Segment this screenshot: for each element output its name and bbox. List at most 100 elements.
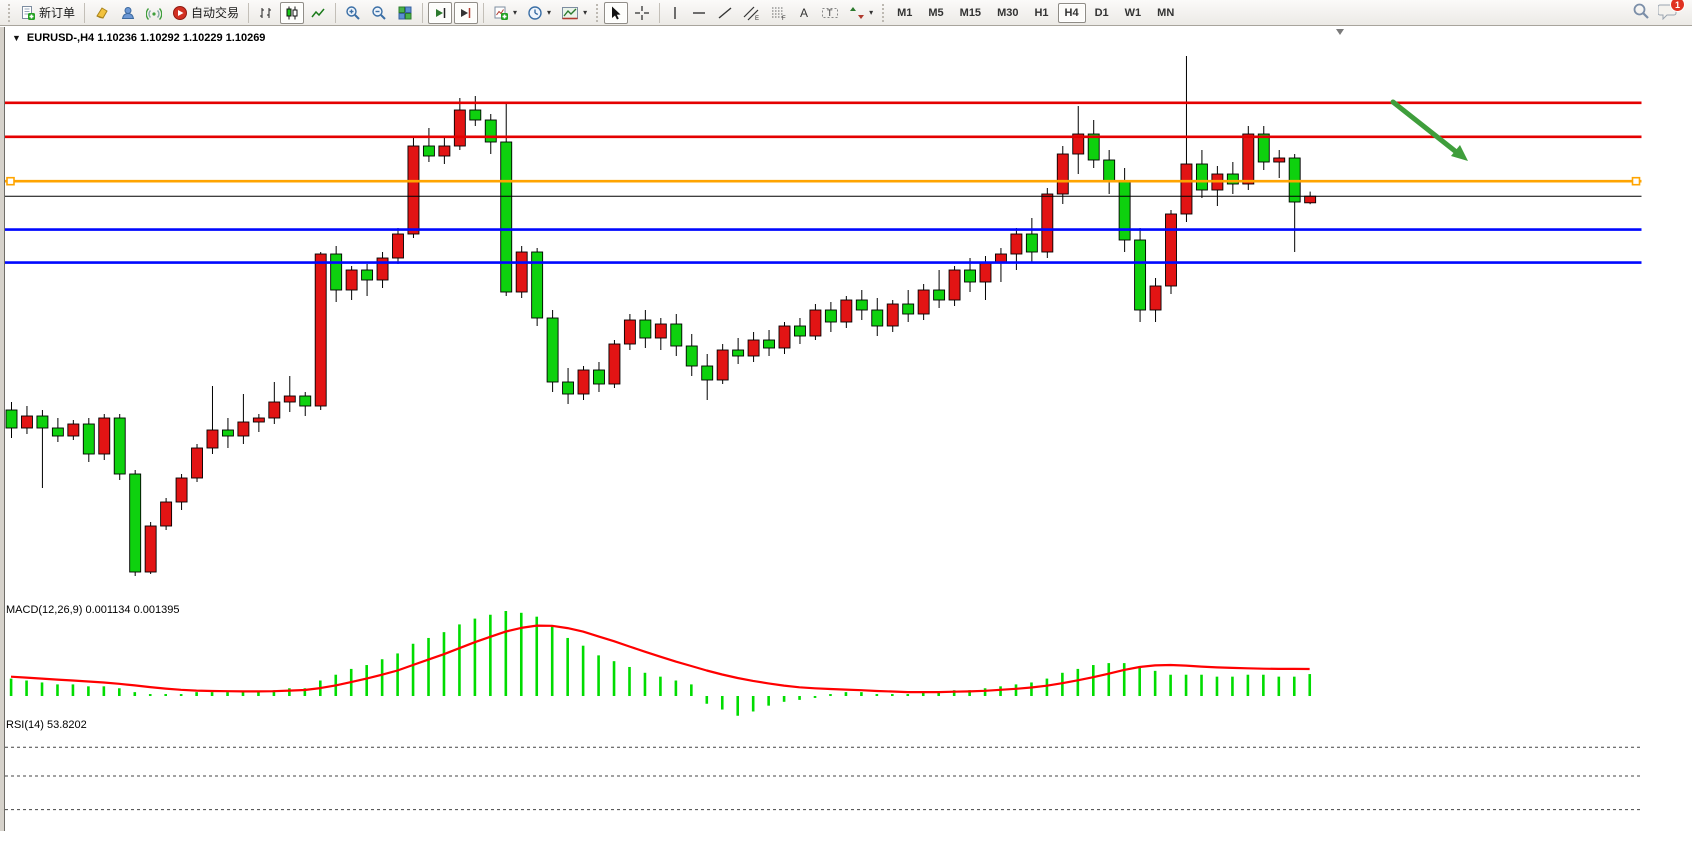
line-handle[interactable] [1631, 176, 1641, 186]
zoom-in-button[interactable] [341, 2, 365, 24]
macd-histogram-bar [937, 692, 940, 696]
line-chart-button[interactable] [306, 2, 330, 24]
timeframe-h4[interactable]: H4 [1057, 2, 1086, 23]
candle-body [1103, 159, 1116, 183]
chart-canvas[interactable] [0, 27, 1692, 855]
auto-scroll-button[interactable] [428, 1, 453, 24]
macd-histogram-bar [442, 632, 446, 696]
candle-body [36, 415, 49, 429]
arrows-tool-button[interactable]: ▾ [845, 2, 877, 24]
line-chart-icon [310, 5, 326, 21]
toolbar-grip[interactable] [595, 3, 601, 22]
arrow-annotation[interactable] [1390, 99, 1468, 161]
candle-body [1087, 133, 1100, 161]
tile-windows-button[interactable] [393, 2, 417, 24]
candle-body [964, 269, 976, 283]
template-icon [561, 5, 579, 21]
candle-body [778, 325, 791, 349]
candle-body [113, 417, 126, 475]
quotes-icon [94, 5, 110, 21]
autotrading-button[interactable]: 自动交易 [168, 1, 243, 24]
macd-histogram-bar [1292, 676, 1296, 696]
market-watch-button[interactable] [116, 2, 140, 24]
channel-tool-button[interactable]: E [739, 2, 764, 24]
macd-histogram-bar [1262, 674, 1265, 696]
templates-button[interactable]: ▾ [557, 2, 591, 24]
macd-histogram-bar [365, 665, 368, 696]
candle-body [376, 257, 389, 281]
toolbar-grip[interactable] [7, 3, 12, 22]
timeframe-m5[interactable]: M5 [928, 6, 944, 19]
macd-pane[interactable] [9, 611, 1312, 716]
timeframe-w1[interactable]: W1 [1124, 6, 1142, 19]
candle-body [871, 309, 884, 327]
macd-histogram-bar [891, 694, 894, 696]
svg-text:F: F [782, 16, 786, 21]
timeframe-mn[interactable]: MN [1157, 6, 1175, 19]
dropdown-arrow-icon: ▾ [583, 8, 588, 17]
macd-histogram-bar [1045, 678, 1049, 696]
one-click-trading-arrow-icon[interactable]: ▼ [12, 33, 21, 43]
macd-histogram-bar [829, 694, 832, 696]
vertical-line-tool-button[interactable] [665, 2, 685, 24]
candle-body [809, 309, 822, 337]
timeframe-d1[interactable]: D1 [1094, 6, 1109, 19]
macd-histogram-bar [473, 618, 477, 696]
macd-histogram-bar [751, 696, 755, 712]
candle-body [824, 309, 837, 323]
zoom-out-button[interactable] [367, 2, 391, 24]
indicators-button[interactable]: ▾ [489, 2, 521, 24]
fibonacci-tool-button[interactable]: F [766, 2, 791, 24]
candlestick-chart-button[interactable] [280, 1, 305, 24]
macd-histogram-bar [257, 692, 260, 696]
cursor-tool-button[interactable] [604, 1, 629, 24]
macd-histogram-bar [1169, 674, 1172, 696]
svg-text:E: E [755, 16, 759, 21]
periods-button[interactable]: ▾ [523, 2, 555, 24]
timeframe-m15[interactable]: M15 [959, 6, 982, 19]
macd-histogram-bar [1277, 676, 1281, 696]
rsi-pane[interactable] [5, 746, 1642, 811]
crosshair-tool-button[interactable] [630, 2, 654, 24]
macd-histogram-bar [999, 686, 1002, 696]
line-handle[interactable] [6, 176, 15, 186]
text-tool-button[interactable]: A [793, 2, 815, 24]
signals-button[interactable] [142, 2, 166, 24]
macd-histogram-bar [1184, 674, 1188, 696]
horizontal-line-tool-button[interactable] [687, 2, 711, 24]
timeframe-m1[interactable]: M1 [897, 6, 913, 19]
candle-body [1226, 173, 1239, 185]
chart-shift-marker[interactable] [1336, 29, 1344, 35]
candle-body [577, 369, 590, 395]
timeframe-h1[interactable]: H1 [1034, 6, 1049, 19]
macd-histogram-bar [272, 690, 276, 696]
candle-body [701, 365, 714, 381]
candle-body [593, 369, 605, 385]
macd-histogram-bar [1092, 665, 1095, 696]
text-label-tool-button[interactable]: T [817, 2, 843, 24]
candle-body [221, 429, 234, 437]
candle-body [1072, 133, 1085, 155]
tile-windows-icon [397, 5, 413, 21]
timeframe-m30[interactable]: M30 [997, 6, 1019, 19]
trendline-tool-button[interactable] [713, 2, 737, 24]
candle-body [716, 349, 729, 381]
macd-histogram-bar [210, 692, 214, 696]
toolbar-grip[interactable] [881, 3, 887, 22]
macd-histogram-bar [1246, 674, 1250, 696]
macd-histogram-bar [303, 688, 307, 696]
candle-body [361, 269, 374, 281]
candle-body [840, 299, 853, 323]
macd-histogram-bar [659, 676, 662, 696]
notifications-button[interactable]: 1 [1657, 0, 1685, 23]
main-price-pane[interactable] [5, 29, 1642, 576]
macd-histogram-bar [380, 659, 384, 696]
bar-chart-button[interactable] [254, 2, 278, 24]
new-order-button[interactable]: 新订单 [16, 1, 79, 24]
chart-background[interactable] [0, 27, 1692, 855]
chart-shift-button[interactable] [454, 1, 479, 24]
candle-body [546, 317, 559, 383]
quotes-button[interactable] [90, 2, 114, 24]
macd-histogram-bar [56, 684, 59, 696]
search-icon[interactable] [1632, 2, 1650, 23]
